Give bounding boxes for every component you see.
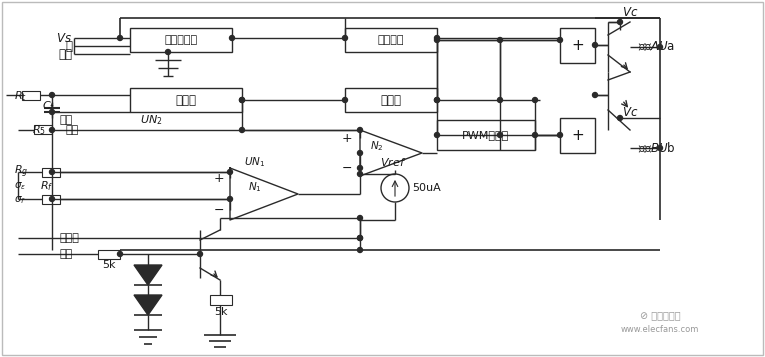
Text: $V$ref: $V$ref (380, 156, 406, 168)
Circle shape (227, 170, 233, 175)
Circle shape (50, 170, 54, 175)
Circle shape (50, 110, 54, 115)
Circle shape (165, 50, 171, 55)
Text: $N_2$: $N_2$ (370, 139, 383, 153)
Circle shape (435, 132, 440, 137)
Bar (210, 295, 232, 305)
Polygon shape (134, 295, 162, 315)
Circle shape (50, 196, 54, 201)
Circle shape (657, 45, 662, 50)
Text: 关闭: 关闭 (60, 249, 73, 259)
Text: −: − (213, 203, 224, 216)
Text: 放电: 放电 (60, 115, 73, 125)
Text: $C_t$: $C_t$ (42, 99, 55, 113)
Text: $V$s: $V$s (56, 31, 72, 45)
Circle shape (357, 171, 363, 176)
Text: $N_1$: $N_1$ (248, 180, 262, 194)
Bar (98, 250, 120, 259)
Circle shape (435, 97, 440, 102)
Circle shape (593, 42, 597, 47)
Circle shape (497, 132, 503, 137)
Circle shape (239, 97, 245, 102)
Circle shape (357, 127, 363, 132)
Circle shape (357, 151, 363, 156)
Circle shape (497, 97, 503, 102)
Text: 触发器: 触发器 (380, 94, 402, 106)
Circle shape (617, 116, 623, 121)
Circle shape (239, 127, 245, 132)
Bar (34, 125, 52, 134)
Bar (130, 28, 232, 52)
Circle shape (357, 247, 363, 252)
Circle shape (118, 251, 122, 256)
Text: 欠压锁定: 欠压锁定 (378, 35, 404, 45)
Circle shape (357, 216, 363, 221)
Circle shape (50, 92, 54, 97)
Text: $\sigma_f$: $\sigma_f$ (14, 194, 26, 206)
Bar (22, 91, 40, 100)
Text: 输出$B$$U$b: 输出$B$$U$b (638, 141, 675, 155)
Circle shape (239, 97, 245, 102)
Text: PWM锁存器: PWM锁存器 (462, 130, 509, 140)
Text: 5k: 5k (103, 260, 116, 270)
Circle shape (497, 37, 503, 42)
Circle shape (357, 166, 363, 171)
Text: −: − (341, 161, 352, 175)
Circle shape (343, 35, 347, 40)
Text: $UN_2$: $UN_2$ (140, 113, 163, 127)
Circle shape (593, 92, 597, 97)
Circle shape (357, 236, 363, 241)
Bar (560, 28, 595, 63)
Text: $V$c: $V$c (622, 5, 638, 19)
Circle shape (435, 37, 440, 42)
Circle shape (227, 196, 233, 201)
Circle shape (617, 20, 623, 25)
Text: 同步: 同步 (58, 47, 72, 60)
Circle shape (118, 35, 122, 40)
Text: $R_t$: $R_t$ (14, 89, 27, 103)
Circle shape (532, 132, 538, 137)
Circle shape (558, 37, 562, 42)
Text: 地: 地 (65, 40, 72, 52)
Text: +: + (571, 38, 584, 53)
Text: 基准调整器: 基准调整器 (164, 35, 197, 45)
Text: 软起动: 软起动 (60, 233, 80, 243)
Circle shape (197, 251, 203, 256)
Text: +: + (341, 131, 352, 145)
Circle shape (357, 236, 363, 241)
Bar (345, 28, 437, 52)
Bar (437, 120, 535, 150)
Text: $R_g$: $R_g$ (14, 164, 28, 180)
Text: +: + (213, 171, 224, 185)
Bar (560, 118, 595, 153)
Bar (345, 88, 437, 112)
Circle shape (50, 127, 54, 132)
Circle shape (657, 146, 662, 151)
Text: 补偿: 补偿 (66, 125, 80, 135)
Text: 5k: 5k (214, 307, 228, 317)
Text: $R_5$: $R_5$ (32, 123, 46, 137)
Circle shape (435, 35, 440, 40)
Polygon shape (134, 265, 162, 285)
Bar (42, 195, 60, 204)
Text: $V$c: $V$c (622, 106, 638, 119)
Text: 输出$A$$U$a: 输出$A$$U$a (638, 40, 675, 54)
Circle shape (230, 35, 235, 40)
Text: $UN_1$: $UN_1$ (244, 155, 265, 169)
Text: +: + (571, 128, 584, 143)
Bar (42, 168, 60, 177)
Text: $\sigma_\epsilon$: $\sigma_\epsilon$ (14, 180, 26, 192)
Text: 50uA: 50uA (412, 183, 441, 193)
Text: www.elecfans.com: www.elecfans.com (621, 326, 699, 335)
Circle shape (435, 97, 440, 102)
Circle shape (558, 132, 562, 137)
Circle shape (532, 97, 538, 102)
Circle shape (343, 97, 347, 102)
Text: ⊘ 电子发烧友: ⊘ 电子发烧友 (640, 310, 680, 320)
Text: 振荡器: 振荡器 (175, 94, 197, 106)
Bar (130, 88, 242, 112)
Text: $R_f$: $R_f$ (40, 179, 54, 193)
